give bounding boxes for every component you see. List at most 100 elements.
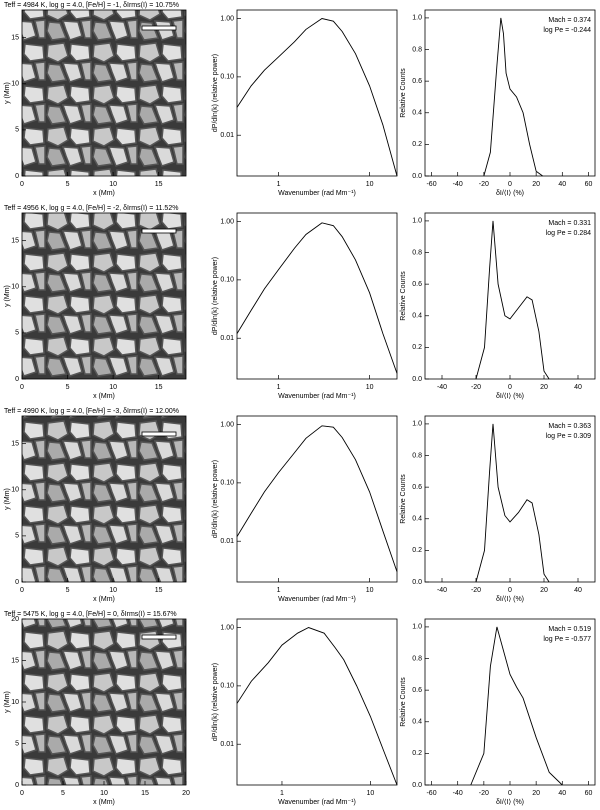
y-tick-label: 0.2 <box>412 344 422 351</box>
x-tick-label: 0 <box>508 384 512 391</box>
y-tick-label: 1.00 <box>220 15 234 22</box>
x-axis-label: Wavenumber (rad Mm⁻¹) <box>278 190 356 197</box>
scale-bar <box>141 25 177 31</box>
x-tick-label: -60 <box>426 790 436 797</box>
x-tick-label: 5 <box>61 790 65 797</box>
x-tick-label: 0 <box>20 790 24 797</box>
y-tick-label: 10 <box>11 699 19 706</box>
x-tick-label: 5 <box>66 181 70 188</box>
x-tick-label: 5 <box>66 587 70 594</box>
granulation-image <box>22 10 186 176</box>
y-tick-label: 0.4 <box>412 516 422 523</box>
plot-frame <box>21 415 187 583</box>
x-axis-label: x (Mm) <box>93 190 115 197</box>
x-tick-label: 20 <box>540 384 548 391</box>
y-tick-label: 5 <box>15 740 19 747</box>
y-tick-label: 0.10 <box>220 277 234 284</box>
x-axis-label: δI/⟨I⟩ (%) <box>496 392 524 400</box>
y-tick-label: 0.2 <box>412 750 422 757</box>
y-axis-label: Relative Counts <box>400 68 407 118</box>
y-axis-label: dP/dln(k) (relative power) <box>212 460 219 538</box>
y-axis-label: dP/dln(k) (relative power) <box>212 54 219 132</box>
x-tick-label: 1 <box>277 384 281 391</box>
y-tick-label: 0.01 <box>220 132 234 139</box>
data-line <box>470 626 563 786</box>
granulation-image <box>22 213 186 379</box>
y-tick-label: 0.4 <box>412 110 422 117</box>
x-tick-label: 20 <box>182 790 190 797</box>
x-axis-label: x (Mm) <box>93 596 115 603</box>
data-line <box>475 220 550 380</box>
x-tick-label: 15 <box>155 384 163 391</box>
y-tick-label: 0.0 <box>412 782 422 789</box>
x-tick-label: 40 <box>574 384 582 391</box>
y-axis-label: dP/dln(k) (relative power) <box>212 663 219 741</box>
x-tick-label: 10 <box>366 790 374 797</box>
y-tick-label: 0.01 <box>220 538 234 545</box>
x-axis-label: x (Mm) <box>93 799 115 806</box>
x-tick-label: 15 <box>155 181 163 188</box>
y-tick-label: 1.0 <box>412 624 422 631</box>
annotation: Mach = 0.363 <box>548 423 591 430</box>
panel-title: Teff = 4956 K, log g = 4.0, [Fe/H] = -2,… <box>4 205 178 212</box>
x-tick-label: -40 <box>437 587 447 594</box>
x-tick-label: 1 <box>277 587 281 594</box>
scale-bar <box>141 228 177 234</box>
x-tick-label: 0 <box>508 587 512 594</box>
scale-bar <box>141 634 177 640</box>
x-tick-label: -20 <box>471 384 481 391</box>
x-axis-label: Wavenumber (rad Mm⁻¹) <box>278 596 356 603</box>
x-tick-label: 40 <box>574 587 582 594</box>
y-tick-label: 0.6 <box>412 78 422 85</box>
x-tick-label: 20 <box>532 181 540 188</box>
y-tick-label: 5 <box>15 127 19 134</box>
y-tick-label: 0.8 <box>412 249 422 256</box>
y-tick-label: 0.0 <box>412 579 422 586</box>
y-tick-label: 0.8 <box>412 452 422 459</box>
y-tick-label: 0.10 <box>220 74 234 81</box>
y-tick-label: 1.0 <box>412 218 422 225</box>
annotation: log Pe = 0.309 <box>546 433 591 440</box>
x-axis-label: Wavenumber (rad Mm⁻¹) <box>278 799 356 806</box>
x-tick-label: -40 <box>453 790 463 797</box>
y-tick-label: 15 <box>11 238 19 245</box>
y-tick-label: 0.0 <box>412 376 422 383</box>
panel-title: Teff = 4984 K, log g = 4.0, [Fe/H] = -1,… <box>4 2 179 9</box>
x-tick-label: 1 <box>280 790 284 797</box>
plot-frame <box>236 212 398 380</box>
y-tick-label: 0.8 <box>412 46 422 53</box>
data-line <box>236 425 398 572</box>
x-tick-label: 20 <box>540 587 548 594</box>
x-axis-label: Wavenumber (rad Mm⁻¹) <box>278 393 356 400</box>
x-tick-label: -20 <box>479 181 489 188</box>
granulation-image <box>22 619 186 785</box>
panel-title: Teff = 4990 K, log g = 4.0, [Fe/H] = -3,… <box>4 408 179 415</box>
y-tick-label: 5 <box>15 533 19 540</box>
data-line <box>475 423 550 583</box>
plot-frame <box>236 9 398 177</box>
x-tick-label: 40 <box>558 790 566 797</box>
y-tick-label: 0.10 <box>220 480 234 487</box>
x-axis-label: x (Mm) <box>93 393 115 400</box>
plot-frame <box>21 9 187 177</box>
y-tick-label: 20 <box>11 616 19 623</box>
x-tick-label: 0 <box>20 181 24 188</box>
plot-frame <box>424 618 596 786</box>
y-axis-label: y (Mm) <box>4 488 11 510</box>
y-tick-label: 5 <box>15 330 19 337</box>
y-tick-label: 1.00 <box>220 624 234 631</box>
data-line <box>483 17 543 177</box>
plot-frame <box>236 618 398 786</box>
y-tick-label: 15 <box>11 441 19 448</box>
granulation-image <box>22 416 186 582</box>
plot-frame <box>21 212 187 380</box>
x-tick-label: 0 <box>508 181 512 188</box>
y-tick-label: 0 <box>15 376 19 383</box>
x-tick-label: -40 <box>437 384 447 391</box>
x-axis-label: δI/⟨I⟩ (%) <box>496 595 524 603</box>
data-line <box>236 627 398 786</box>
x-axis-label: δI/⟨I⟩ (%) <box>496 798 524 806</box>
y-tick-label: 0 <box>15 782 19 789</box>
y-tick-label: 0.6 <box>412 484 422 491</box>
